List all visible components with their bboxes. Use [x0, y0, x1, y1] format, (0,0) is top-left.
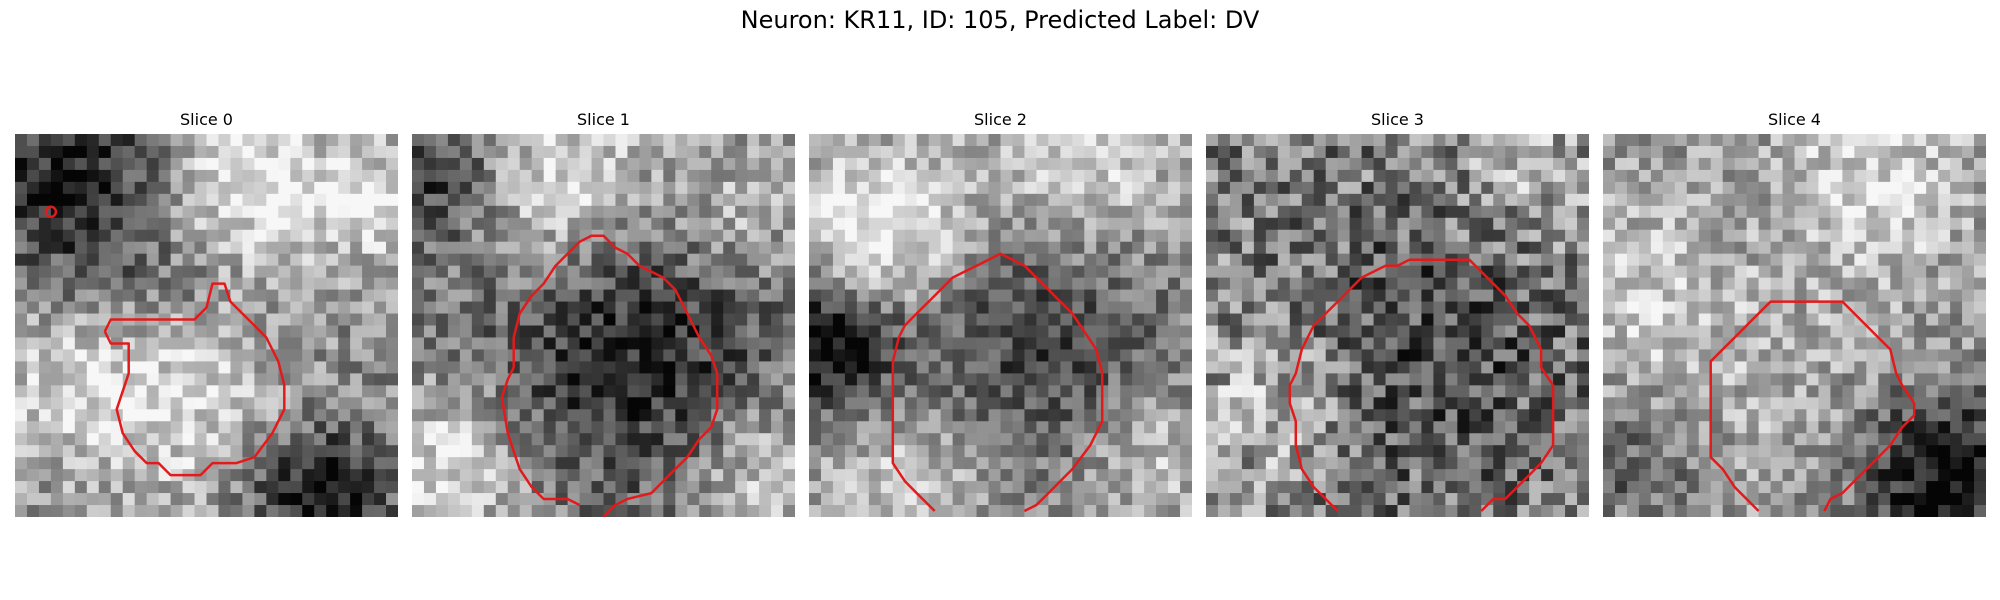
grayscale-image-1: [412, 134, 795, 517]
slice-image-4: [1603, 134, 1986, 517]
marker-circle: [44, 205, 58, 219]
slice-title-3: Slice 3: [1371, 110, 1424, 129]
figure-title: Neuron: KR11, ID: 105, Predicted Label: …: [740, 6, 1260, 34]
segmentation-contour-1: [500, 234, 719, 517]
grayscale-image-0: [15, 134, 398, 517]
slice-image-1: [412, 134, 795, 517]
grayscale-image-4: [1603, 134, 1986, 517]
slice-image-0: [15, 134, 398, 517]
grayscale-image-2: [809, 134, 1192, 517]
segmentation-contour-4: [1709, 300, 1916, 512]
slice-title-1: Slice 1: [577, 110, 630, 129]
segmentation-contour-2: [891, 252, 1104, 513]
slice-title-4: Slice 4: [1768, 110, 1821, 129]
grayscale-image-3: [1206, 134, 1589, 517]
slice-title-0: Slice 0: [180, 110, 233, 129]
segmentation-contour-3: [1288, 258, 1555, 512]
segmentation-contour-0: [103, 282, 286, 477]
slice-image-3: [1206, 134, 1589, 517]
slice-image-2: [809, 134, 1192, 517]
slice-title-2: Slice 2: [974, 110, 1027, 129]
